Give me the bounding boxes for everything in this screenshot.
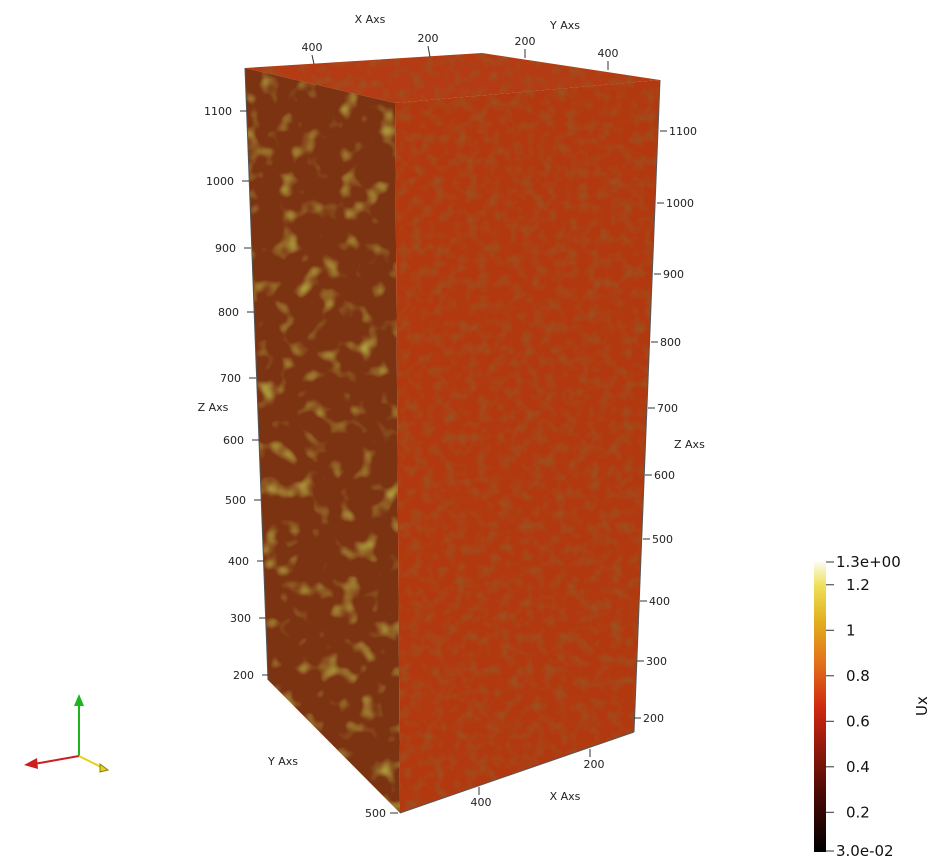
z-tick-left: 500 <box>225 494 246 507</box>
x-tick-top-400: 400 <box>302 41 323 54</box>
z-axis-right: 1100 1000 900 800 700 Z Axs 600 500 400 … <box>634 125 705 725</box>
colorbar-min-label: 3.0e-02 <box>836 842 894 858</box>
z-tick-right: 700 <box>657 402 678 415</box>
z-tick-left: 1000 <box>206 175 234 188</box>
colorbar-tick-label: 0.2 <box>846 803 870 821</box>
orientation-axes-widget[interactable] <box>24 694 110 773</box>
y-axis-title-top: Y Axs <box>549 19 580 32</box>
volume-box[interactable] <box>245 53 660 813</box>
z-tick-right: 1000 <box>666 197 694 210</box>
z-tick-left: 800 <box>218 306 239 319</box>
z-tick-left: 900 <box>215 242 236 255</box>
x-tick-bottom-200: 200 <box>584 758 605 771</box>
z-tick-left: 300 <box>230 612 251 625</box>
colorbar-tick-label: 1.2 <box>846 576 870 594</box>
colorbar-tick-label: 1 <box>846 621 856 639</box>
z-tick-left: 1100 <box>204 105 232 118</box>
z-tick-left: 200 <box>233 669 254 682</box>
x-arrow-icon <box>24 758 38 769</box>
color-legend[interactable]: 1.3e+00 1.2 1 0.8 0.6 0.4 0.2 3.0e-02 Ux <box>814 553 931 858</box>
top-face-noise <box>245 53 660 103</box>
z-arrow-icon <box>99 763 110 773</box>
z-axis-title-left: Z Axs <box>198 401 229 414</box>
z-tick-left: 400 <box>228 555 249 568</box>
front-face-noise <box>395 80 660 813</box>
z-tick-right: 500 <box>652 533 673 546</box>
x-axis-title-top: X Axs <box>355 13 386 26</box>
y-arrow-icon <box>74 694 84 706</box>
z-axis-left: 1100 1000 900 800 700 Z Axs 600 500 400 … <box>198 105 269 682</box>
z-orientation-axis <box>78 755 104 769</box>
x-axis-title-bottom: X Axs <box>550 790 581 803</box>
z-axis-title-right: Z Axs <box>674 438 705 451</box>
left-face-noise <box>245 68 400 813</box>
x-orientation-axis <box>33 755 80 765</box>
colorbar-tick-label: 0.8 <box>846 667 870 685</box>
y-tick-top-200: 200 <box>515 35 536 48</box>
colorbar-max-label: 1.3e+00 <box>836 553 901 571</box>
axis-lines <box>244 67 661 814</box>
z-tick-right: 900 <box>663 268 684 281</box>
z-tick-right: 400 <box>649 595 670 608</box>
y-tick-bottom-500: 500 <box>365 807 386 820</box>
z-tick-right: 600 <box>654 469 675 482</box>
x-tick-top-200: 200 <box>418 32 439 45</box>
z-tick-right: 300 <box>646 655 667 668</box>
y-tick-top-400: 400 <box>598 47 619 60</box>
z-tick-right: 1100 <box>669 125 697 138</box>
x-tick-bottom-400: 400 <box>471 796 492 809</box>
y-axis-title-bottom: Y Axs <box>267 755 298 768</box>
z-tick-left: 700 <box>220 372 241 385</box>
z-tick-right: 200 <box>643 712 664 725</box>
colorbar-gradient <box>814 562 826 852</box>
z-tick-right: 800 <box>660 336 681 349</box>
colorbar-tick-label: 0.6 <box>846 712 870 730</box>
colorbar-title: Ux <box>913 696 931 716</box>
colorbar-ticks: 1.2 1 0.8 0.6 0.4 0.2 <box>826 576 870 821</box>
colorbar-tick-label: 0.4 <box>846 758 870 776</box>
z-tick-left: 600 <box>223 434 244 447</box>
